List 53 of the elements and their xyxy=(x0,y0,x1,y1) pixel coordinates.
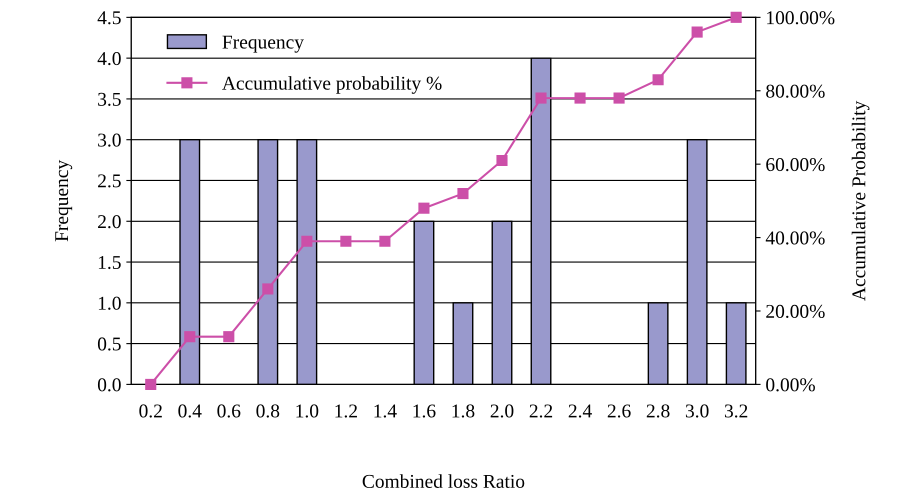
y2-tick-label: 0.00% xyxy=(766,378,815,392)
x-tick-label: 3.2 xyxy=(724,404,748,418)
point xyxy=(262,283,274,295)
x-tick-label: 2.8 xyxy=(646,404,670,418)
legend-label: Frequency xyxy=(222,36,304,53)
point xyxy=(418,202,430,214)
point xyxy=(730,12,742,23)
x-tick-label: 0.6 xyxy=(217,404,240,418)
y-tick-label: 3.5 xyxy=(98,92,121,106)
x-tick-label: 1.8 xyxy=(452,404,474,418)
y-tick-label: 4.0 xyxy=(98,52,121,66)
point xyxy=(535,92,547,104)
x-tick-label: 0.4 xyxy=(178,404,202,418)
x-tick-label: 0.2 xyxy=(139,404,162,418)
point xyxy=(574,92,586,104)
x-tick-label: 2.6 xyxy=(608,404,631,418)
y2-tick-label: 40.00% xyxy=(766,231,825,245)
y-tick-label: 0.5 xyxy=(98,337,121,351)
point xyxy=(496,154,508,166)
point xyxy=(652,74,664,86)
point xyxy=(614,92,625,104)
y-axis-title: Frequency xyxy=(55,160,72,242)
point xyxy=(379,236,390,247)
point xyxy=(457,188,469,200)
x-tick-label: 1.0 xyxy=(296,404,318,418)
y-tick-label: 4.5 xyxy=(98,11,121,24)
y-tick-label: 1.5 xyxy=(98,256,121,270)
x-tick-label: 2.0 xyxy=(490,404,514,418)
y-tick-label: 2.0 xyxy=(98,215,121,228)
point xyxy=(145,378,156,390)
legend-label: Accumulative probability % xyxy=(222,76,442,94)
x-axis-title: Combined loss Ratio xyxy=(362,474,524,488)
point xyxy=(184,331,196,342)
y2-tick-label: 100.00% xyxy=(767,11,834,24)
x-tick-label: 2.2 xyxy=(530,404,552,418)
y2-tick-label: 20.00% xyxy=(766,304,825,318)
y-tick-label: 1.0 xyxy=(98,296,121,310)
x-tick-label: 3.0 xyxy=(686,404,709,418)
y-tick-label: 0.0 xyxy=(98,378,121,392)
point xyxy=(692,26,703,38)
y2-axis-title: Accumulative Probability xyxy=(852,100,870,301)
y-tick-label: 2.5 xyxy=(98,174,121,188)
point xyxy=(223,331,234,342)
x-tick-label: 1.6 xyxy=(413,404,436,418)
x-tick-label: 0.8 xyxy=(256,404,280,418)
point xyxy=(301,236,312,247)
y2-tick-label: 80.00% xyxy=(766,84,825,98)
y2-tick-label: 60.00% xyxy=(766,158,825,172)
point xyxy=(340,236,352,247)
y-tick-label: 3.0 xyxy=(98,134,121,147)
x-tick-label: 1.4 xyxy=(374,404,397,418)
x-tick-label: 2.4 xyxy=(568,404,592,418)
x-tick-label: 1.2 xyxy=(335,404,357,418)
